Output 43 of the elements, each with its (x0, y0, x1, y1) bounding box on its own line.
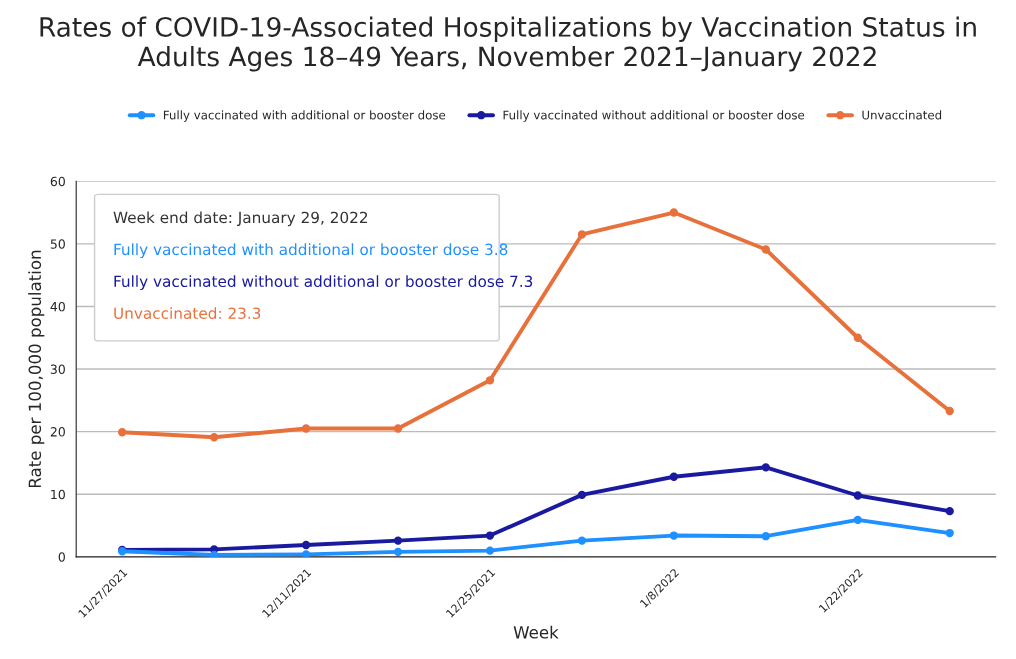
point (209, 433, 219, 442)
point (761, 463, 770, 472)
point (945, 528, 954, 538)
point (393, 547, 403, 557)
point (118, 428, 127, 437)
y-tick-label: 20 (50, 427, 65, 437)
point (485, 546, 495, 555)
point (853, 491, 862, 500)
point (577, 536, 587, 545)
point (761, 532, 770, 541)
point (761, 245, 770, 254)
point (945, 406, 954, 416)
point (577, 230, 587, 239)
legend-label: Fully vaccinated with additional or booster dose (163, 110, 446, 122)
y-tick-label: 30 (50, 364, 65, 374)
point (393, 536, 403, 545)
chart-title: Rates of COVID-19-Associated Hospitalizations by Vaccination Status in Adults Ages 18–49 Years, November 2021–January 2022 (40, 16, 976, 72)
point (393, 424, 403, 433)
annotation: Fully vaccinated with additional or booster dose 3.8 (114, 243, 508, 259)
point (301, 424, 311, 433)
y-tick-label: 50 (50, 239, 65, 249)
legend-label: Fully vaccinated without additional or booster dose (503, 110, 805, 122)
point (669, 472, 679, 481)
point (945, 506, 954, 516)
point (577, 490, 587, 500)
y-tick-label: 60 (50, 176, 65, 187)
y-tick-label: 0 (58, 552, 65, 562)
point (301, 540, 311, 550)
annotation: Unvaccinated: 23.3 (114, 307, 261, 320)
point (853, 515, 862, 525)
annotation: Week end date: January 29, 2022 (113, 211, 368, 227)
point (669, 531, 679, 540)
point (485, 531, 495, 540)
y-tick-label: 10 (51, 489, 65, 500)
legend-label: Unvaccinated (862, 110, 942, 120)
y-tick-label: 40 (50, 301, 65, 312)
point (853, 333, 862, 342)
point (301, 550, 311, 557)
y-axis-title: Rate per 100,000 population (28, 250, 45, 488)
point (485, 376, 495, 385)
x-axis-title: Week (513, 625, 559, 639)
point (669, 208, 679, 217)
annotation: Fully vaccinated without additional or booster dose 7.3 (114, 275, 533, 291)
